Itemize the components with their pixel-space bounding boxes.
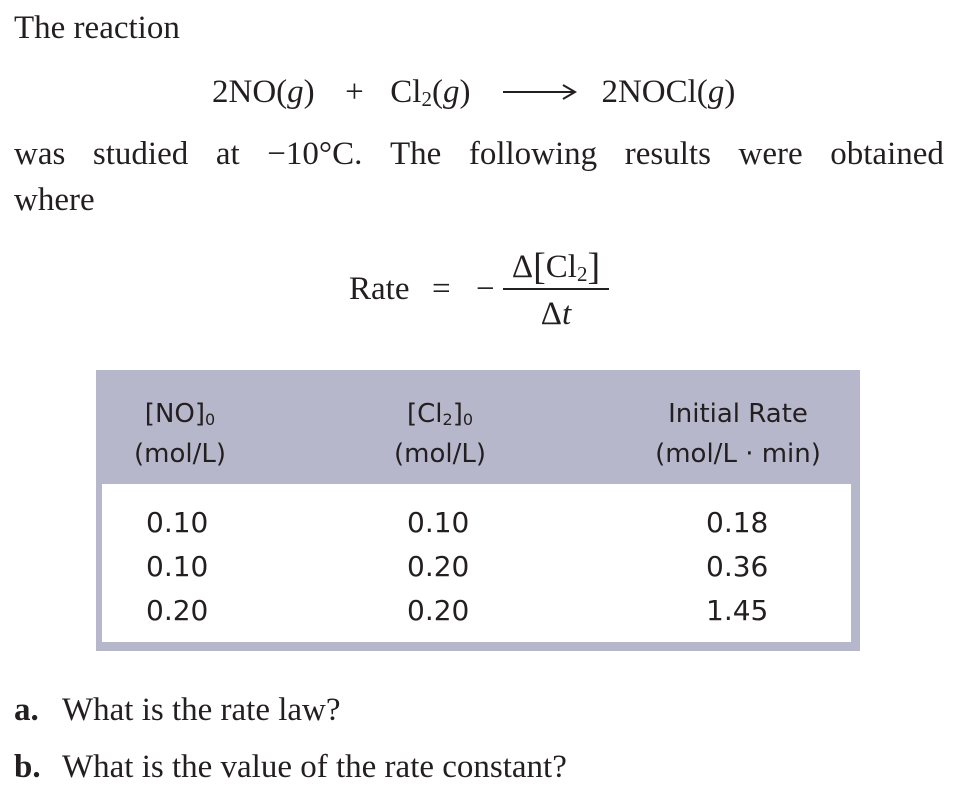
- header-no-concentration: [NO]0 (mol/L): [134, 399, 226, 469]
- reactant-no: 2NO(g): [212, 74, 315, 110]
- reaction-equation: 2NO(g) + Cl2(g) 2NOCl(g): [212, 74, 736, 111]
- data-table: [NO]0 (mol/L) [Cl2]0 (mol/L) Initial Rat…: [96, 370, 860, 651]
- intro-text: The reaction: [14, 10, 180, 46]
- cell-no: 0.10: [146, 550, 209, 583]
- header-initial-rate: Initial Rate (mol/L · min): [655, 399, 821, 469]
- header-cl2-concentration: [Cl2]0 (mol/L): [394, 399, 486, 469]
- plus-sign: +: [345, 74, 364, 110]
- paragraph-line-1: was studied at −10°C. The following resu…: [14, 136, 944, 172]
- question-a: a. What is the rate law?: [14, 692, 341, 729]
- question-b-label: b.: [14, 749, 41, 785]
- product-nocl: 2NOCl(g): [601, 74, 736, 110]
- question-b-text: What is the value of the rate constant?: [62, 749, 567, 785]
- cell-rate: 0.36: [706, 550, 769, 583]
- table-body: 0.10 0.10 0.18 0.10 0.20 0.36 0.20 0.20 …: [102, 484, 851, 642]
- fraction-numerator: Δ[Cl2]: [511, 246, 601, 288]
- minus-sign: −: [476, 271, 495, 307]
- reaction-arrow: [502, 74, 581, 107]
- equals-sign: =: [432, 271, 451, 307]
- question-a-text: What is the rate law?: [62, 692, 341, 728]
- rate-fraction: Δ[Cl2] Δt: [503, 243, 609, 333]
- rate-label: Rate: [349, 271, 410, 307]
- fraction-denominator: Δt: [540, 296, 572, 332]
- reactant-cl2: Cl2(g): [390, 74, 471, 111]
- paragraph-line-2: where: [14, 182, 95, 218]
- question-b: b. What is the value of the rate constant…: [14, 749, 567, 786]
- cell-cl2: 0.20: [407, 550, 470, 583]
- fraction-bar: [503, 288, 609, 290]
- cell-cl2: 0.10: [407, 506, 470, 539]
- cell-cl2: 0.20: [407, 594, 470, 627]
- cell-rate: 1.45: [706, 594, 769, 627]
- cell-no: 0.20: [146, 594, 209, 627]
- cell-no: 0.10: [146, 506, 209, 539]
- cell-rate: 0.18: [706, 506, 769, 539]
- question-a-label: a.: [14, 692, 39, 728]
